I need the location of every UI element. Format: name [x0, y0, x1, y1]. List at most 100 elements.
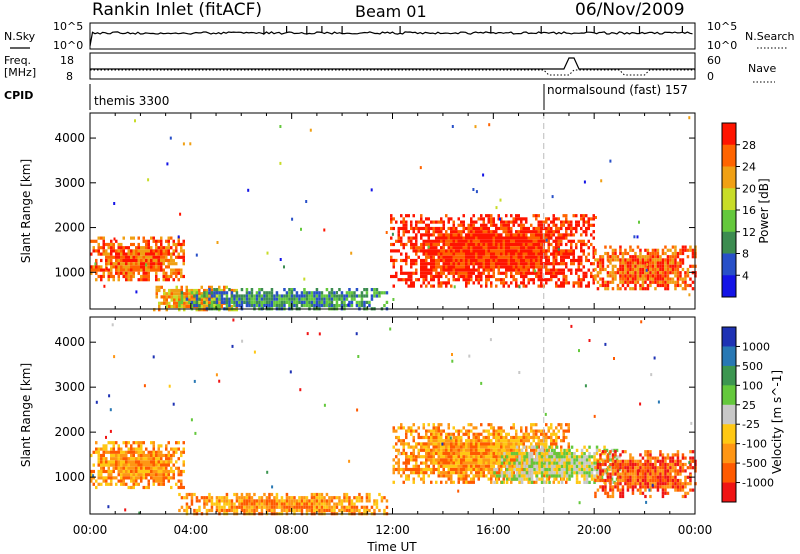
echo-cell	[397, 451, 400, 456]
echo-cell	[253, 300, 256, 304]
echo-cell	[467, 246, 470, 250]
echo-cell	[562, 252, 565, 256]
echo-cell	[165, 476, 168, 480]
echo-cell	[644, 255, 647, 259]
echo-cell	[208, 508, 211, 513]
echo-cell	[527, 258, 530, 263]
echo-cell	[313, 499, 316, 503]
echo-cell	[132, 476, 135, 480]
echo-cell	[107, 469, 110, 474]
echo-cell	[183, 496, 186, 500]
echo-cell	[562, 435, 565, 440]
echo-cell	[608, 452, 611, 456]
echo-cell	[437, 249, 440, 253]
echo-cell	[182, 262, 185, 266]
echo-cell	[328, 502, 331, 506]
echo-cell	[560, 426, 563, 430]
echo-cell	[368, 304, 371, 308]
echo-cell	[460, 236, 463, 240]
echo-cell	[375, 499, 379, 503]
echo-cell	[495, 284, 498, 288]
echo-cell	[555, 271, 558, 275]
echo-cell	[651, 251, 655, 256]
echo-cell	[480, 255, 483, 259]
echo-cell	[669, 280, 672, 284]
echo-cell	[515, 217, 518, 221]
echo-cell	[447, 467, 450, 472]
echo-cell	[145, 265, 148, 269]
echo-cell	[535, 432, 538, 436]
echo-cell	[283, 300, 286, 304]
echo-cell	[575, 458, 579, 462]
echo-cell	[533, 461, 536, 465]
echo-cell	[543, 480, 546, 484]
echo-cell	[145, 255, 148, 259]
echo-cell	[160, 246, 163, 250]
echo-cell	[487, 278, 490, 282]
echo-cell	[674, 283, 677, 288]
echo-cell	[555, 477, 558, 481]
echo-cell	[142, 453, 145, 458]
echo-cell	[422, 445, 425, 449]
echo-cell	[611, 494, 615, 499]
echo-cell	[666, 274, 670, 278]
echo-cell	[472, 467, 475, 472]
echo-cell	[110, 271, 113, 275]
echo-cell	[410, 432, 413, 436]
echo-cell	[460, 445, 463, 449]
echo-cell	[567, 220, 570, 224]
echo-cell	[560, 252, 563, 256]
echo-cell	[105, 265, 108, 269]
echo-cell	[430, 268, 433, 272]
echo-cell	[127, 274, 130, 279]
echo-cell	[112, 274, 115, 279]
echo-cell	[502, 242, 505, 247]
echo-cell	[90, 476, 93, 480]
echo-cell	[490, 268, 493, 272]
echo-cell	[460, 429, 463, 433]
echo-cell	[417, 220, 420, 224]
echo-cell	[290, 505, 294, 509]
echo-cell	[92, 482, 95, 486]
echo-cell	[626, 251, 630, 256]
echo-cell	[120, 258, 123, 263]
echo-cell	[493, 480, 496, 484]
echo-cell	[462, 445, 465, 449]
echo-cell	[490, 265, 493, 269]
echo-cell	[557, 226, 560, 231]
echo-cell	[180, 274, 183, 279]
echo-cell	[452, 432, 455, 436]
echo-cell	[395, 274, 398, 279]
echo-cell	[472, 188, 475, 191]
echo-cell	[619, 287, 622, 291]
echo-cell	[253, 502, 256, 506]
echo-cell	[611, 264, 615, 268]
echo-cell	[243, 508, 246, 513]
echo-cell	[130, 271, 133, 275]
echo-cell	[530, 426, 533, 430]
echo-cell	[127, 447, 130, 451]
echo-cell	[522, 249, 525, 253]
echo-cell	[482, 252, 485, 256]
echo-cell	[168, 304, 171, 309]
echo-cell	[537, 230, 540, 234]
echo-cell	[360, 499, 364, 503]
echo-cell	[178, 308, 181, 312]
echo-cell	[285, 297, 289, 301]
echo-cell	[480, 448, 483, 452]
echo-cell	[340, 294, 344, 298]
echo-cell	[205, 502, 209, 506]
echo-cell	[415, 246, 418, 250]
echo-cell	[415, 458, 418, 462]
echo-cell	[512, 233, 515, 237]
echo-cell	[585, 233, 588, 237]
echo-cell	[465, 236, 468, 240]
echo-cell	[450, 249, 453, 253]
echo-cell	[430, 480, 433, 484]
nsky-panel-frame	[89, 22, 696, 50]
echo-cell	[405, 432, 408, 436]
echo-cell	[437, 455, 440, 459]
echo-cell	[485, 474, 488, 478]
echo-cell	[500, 233, 503, 237]
echo-cell	[614, 466, 617, 470]
